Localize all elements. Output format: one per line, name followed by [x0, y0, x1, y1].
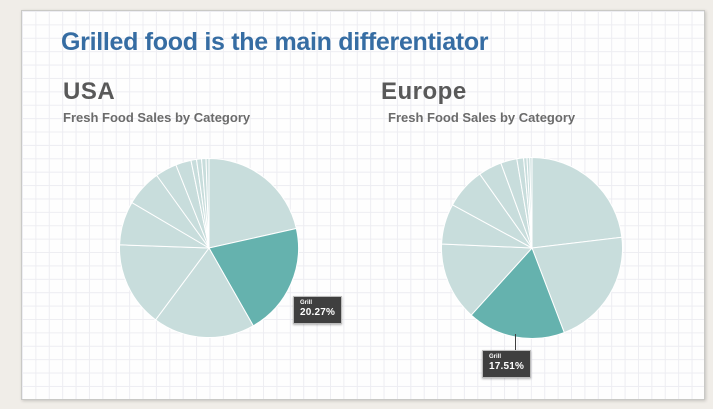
chart-title-europe: Europe [381, 78, 467, 105]
tooltip-usa-label: Grill [300, 300, 313, 306]
chart-title-usa: USA [63, 78, 116, 105]
pie-slice-grill[interactable] [208, 227, 299, 327]
slide-title: Grilled food is the main differentiator [61, 28, 489, 56]
pie-slice-11[interactable] [529, 157, 533, 249]
pie-slice-0[interactable] [531, 157, 623, 249]
pie-slice-3[interactable] [441, 243, 533, 316]
chart-header-usa: USA Fresh Food Sales by Category [63, 78, 250, 125]
chart-header-europe: Europe Fresh Food Sales by Category [381, 78, 575, 125]
chart-subtitle-europe: Fresh Food Sales by Category [388, 110, 576, 125]
pie-slice-2[interactable] [155, 247, 254, 338]
tooltip-callout-line [515, 334, 516, 351]
pie-slice-1[interactable] [531, 236, 623, 334]
pie-chart-europe[interactable] [441, 157, 623, 339]
pie-slice-3[interactable] [119, 244, 210, 321]
pie-chart-usa[interactable] [119, 158, 299, 338]
tooltip-europe-grill: Grill 17.51% [482, 350, 532, 378]
tooltip-europe-value: 17.51% [489, 361, 525, 372]
pie-slice-11[interactable] [205, 158, 210, 249]
tooltip-europe-label: Grill [489, 354, 502, 360]
tooltip-usa-value: 20.27% [300, 307, 336, 318]
tooltip-usa-grill: Grill 20.27% [293, 296, 343, 324]
pie-slice-0[interactable] [208, 158, 297, 249]
slide-canvas: Grilled food is the main differentiator … [21, 10, 705, 400]
chart-subtitle-usa: Fresh Food Sales by Category [63, 110, 251, 125]
